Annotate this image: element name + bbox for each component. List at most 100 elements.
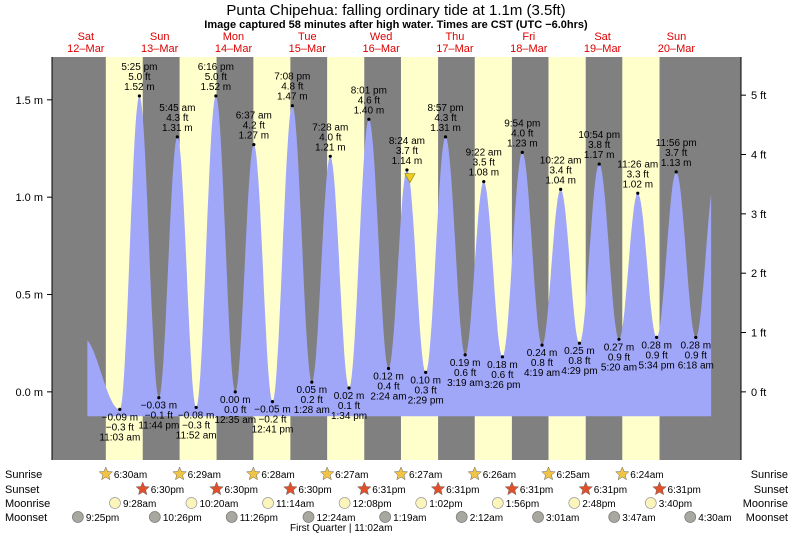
right-axis-tick-label: 3 ft: [751, 209, 766, 221]
tide-extreme-point: [636, 191, 640, 195]
tide-curve: [87, 95, 712, 417]
sunrise-star-icon: [541, 466, 556, 481]
low-tide-meters: 0.05 m: [297, 385, 328, 396]
moonrise-moon-icon: [109, 497, 121, 509]
sunset-time: 6:30pm: [225, 485, 258, 496]
low-tide-feet: 0.6 ft: [491, 370, 513, 381]
sunset-star-icon: [209, 481, 224, 496]
tide-extreme-point: [443, 135, 448, 139]
low-tide-feet: 0.8 ft: [568, 356, 590, 367]
high-tide-feet: 5.0 ft: [128, 72, 150, 83]
sunrise-time: 6:26am: [483, 470, 516, 481]
low-tide-meters: 0.19 m: [450, 358, 481, 369]
day-date-label: 16–Mar: [362, 43, 400, 55]
high-tide-time: 9:54 pm: [504, 118, 540, 129]
high-tide-meters: 1.31 m: [162, 123, 193, 134]
sunrise-star-icon: [467, 466, 483, 481]
high-tide-time: 9:22 am: [466, 148, 502, 159]
moonset-moon-icon: [608, 511, 621, 523]
sunrise-time: 6:27am: [335, 470, 368, 481]
tide-extreme-point: [233, 390, 237, 394]
day-name-label: Thu: [445, 31, 464, 43]
axes: 0.0 m 0.5 m 1.0 m 1.5 m 0 ft 1 ft 2 ft 3 ft 4 ft…: [15, 57, 766, 460]
low-tide-time: 12:35 am: [214, 415, 256, 426]
low-tide-feet: 0.6 ft: [454, 368, 476, 379]
moonset-moon-icon: [532, 511, 544, 523]
high-tide-feet: 4.6 ft: [358, 95, 380, 106]
moonrise-time: 11:14am: [276, 499, 314, 510]
day-name-label: Sat: [78, 31, 95, 43]
high-tide-feet: 3.7 ft: [396, 146, 418, 157]
high-tide-meters: 1.27 m: [239, 131, 270, 142]
low-tide-time: 5:34 pm: [639, 360, 675, 371]
high-tide-time: 8:01 pm: [351, 85, 387, 96]
moon-phase-label: First Quarter | 11:02am: [290, 523, 392, 534]
sunset-row-label: Sunset: [5, 484, 39, 496]
high-tide-time: 5:45 am: [159, 103, 195, 114]
moonset-moon-icon: [379, 511, 392, 523]
day-date-label: 12–Mar: [67, 43, 105, 55]
tide-extreme-point: [559, 187, 563, 191]
high-tide-feet: 4.8 ft: [281, 82, 303, 93]
moonset-time: 11:26pm: [240, 513, 278, 524]
day-name-label: Sat: [594, 31, 611, 43]
low-tide-time: 11:44 pm: [138, 421, 179, 432]
low-tide-time: 12:41 pm: [252, 425, 294, 436]
high-tide-meters: 1.52 m: [124, 82, 155, 93]
low-tide-feet: −0.2 ft: [258, 415, 286, 426]
high-tide-feet: 4.0 ft: [319, 132, 341, 143]
high-tide-meters: 1.08 m: [468, 168, 499, 179]
tide-area: [87, 95, 712, 417]
high-tide-feet: 4.3 ft: [434, 113, 456, 124]
tide-extreme-point: [252, 143, 256, 147]
high-tide-time: 8:24 am: [389, 136, 425, 147]
moonset-time: 3:47am: [622, 513, 655, 524]
moonrise-moon-icon: [491, 497, 504, 509]
tide-extreme-point: [157, 396, 161, 400]
tide-extreme-point: [520, 150, 524, 154]
low-tide-feet: 0.3 ft: [415, 385, 437, 396]
high-tide-time: 6:37 am: [236, 111, 272, 122]
sunrise-time: 6:29am: [188, 470, 221, 481]
sunset-star-icon: [578, 481, 594, 496]
low-tide-feet: 0.0 ft: [224, 405, 246, 416]
low-tide-feet: −0.1 ft: [145, 411, 173, 422]
moonset-moon-icon: [148, 511, 161, 523]
sunset-time: 6:31pm: [594, 485, 627, 496]
moonrise-moon-icon: [185, 497, 198, 509]
tide-extreme-point: [674, 170, 678, 174]
tide-extreme-point: [540, 343, 544, 347]
high-tide-meters: 1.47 m: [277, 92, 308, 103]
left-axis-tick-label: 1.5 m: [15, 95, 43, 107]
moonset-row-label-right: Moonset: [746, 512, 788, 524]
tide-extreme-point: [500, 355, 505, 359]
left-axis-tick-label: 0.5 m: [15, 290, 43, 302]
moonrise-row-label: Moonrise: [5, 498, 50, 510]
high-tide-meters: 1.52 m: [201, 82, 232, 93]
low-tide-feet: 0.1 ft: [338, 401, 360, 412]
sunset-time: 6:31pm: [446, 485, 479, 496]
low-tide-time: 11:52 am: [176, 430, 217, 441]
sunset-star-icon: [504, 481, 520, 496]
sunset-time: 6:30pm: [298, 485, 331, 496]
day-date-label: 13–Mar: [141, 43, 179, 55]
high-tide-time: 7:08 pm: [274, 72, 310, 83]
moonset-moon-icon: [302, 511, 315, 523]
day-date-label: 18–Mar: [510, 43, 548, 55]
tide-extreme-point: [694, 335, 698, 339]
high-tide-time: 6:16 pm: [198, 62, 234, 73]
tide-extreme-point: [424, 370, 428, 374]
moonset-time: 12:24am: [317, 513, 356, 524]
tide-extreme-point: [328, 154, 332, 158]
moonset-time: 1:19am: [393, 513, 426, 524]
moonrise-moon-icon: [415, 497, 428, 509]
sunrise-star-icon: [172, 466, 187, 481]
right-axis-tick-label: 5 ft: [751, 90, 766, 102]
tide-extreme-point: [367, 117, 371, 121]
high-tide-meters: 1.04 m: [545, 175, 576, 186]
day-date-label: 19–Mar: [584, 43, 622, 55]
high-tide-time: 7:28 am: [312, 122, 348, 133]
moonset-moon-icon: [684, 511, 697, 523]
day-name-label: Wed: [370, 31, 392, 43]
